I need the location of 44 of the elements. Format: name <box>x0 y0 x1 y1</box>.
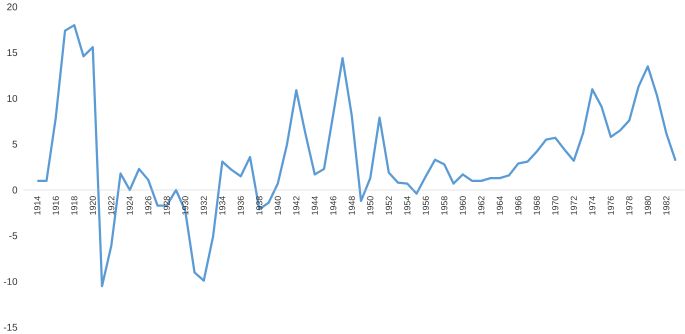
x-tick-label: 1934 <box>219 196 226 215</box>
y-tick-label: 15 <box>7 49 18 56</box>
y-tick-label: -15 <box>4 324 18 331</box>
x-tick-label: 1946 <box>330 196 336 215</box>
y-tick-label: -5 <box>9 232 18 240</box>
x-tick-label: 1928 <box>164 196 170 215</box>
x-tick-label: 1922 <box>108 196 114 215</box>
y-tick-label: 10 <box>7 94 18 102</box>
x-tick-label: 1940 <box>274 196 281 215</box>
y-tick-label: -10 <box>4 278 18 285</box>
x-tick-label: 1942 <box>293 196 300 215</box>
x-tick-label: 1966 <box>515 196 522 215</box>
y-tick-label: 5 <box>12 140 18 148</box>
x-tick-label: 1914 <box>34 196 40 215</box>
x-tick-label: 1918 <box>71 196 78 215</box>
x-tick-label: 1944 <box>312 196 318 215</box>
x-tick-label: 1968 <box>534 196 540 215</box>
x-tick-label: 1976 <box>608 196 614 215</box>
x-tick-label: 1930 <box>182 196 188 215</box>
x-tick-label: 1956 <box>422 196 429 215</box>
x-tick-label: 1982 <box>663 196 670 215</box>
y-tick-label: 20 <box>7 3 18 10</box>
x-tick-label: 1980 <box>644 196 651 215</box>
x-tick-label: 1960 <box>460 196 466 215</box>
x-tick-label: 1920 <box>90 196 96 215</box>
x-tick-label: 1926 <box>145 196 152 215</box>
x-tick-label: 1952 <box>386 196 392 215</box>
x-tick-label: 1924 <box>126 196 133 215</box>
x-tick-label: 1964 <box>496 196 503 215</box>
x-tick-label: 1938 <box>256 196 262 215</box>
line-series <box>36 24 677 288</box>
x-tick-label: 1962 <box>478 196 484 215</box>
x-tick-label: 1948 <box>348 196 355 215</box>
x-tick-label: 1916 <box>52 196 59 215</box>
x-tick-label: 1970 <box>552 196 558 215</box>
x-tick-label: 1954 <box>404 196 410 215</box>
x-tick-label: 1936 <box>238 196 244 215</box>
x-tick-label: 1932 <box>200 196 207 215</box>
x-tick-label: 1974 <box>589 196 596 215</box>
x-tick-label: 1958 <box>441 196 448 215</box>
x-tick-label: 1972 <box>570 196 577 215</box>
x-tick-label: 1978 <box>626 196 632 215</box>
y-tick-label: 0 <box>12 186 18 194</box>
x-tick-label: 1950 <box>367 196 374 215</box>
